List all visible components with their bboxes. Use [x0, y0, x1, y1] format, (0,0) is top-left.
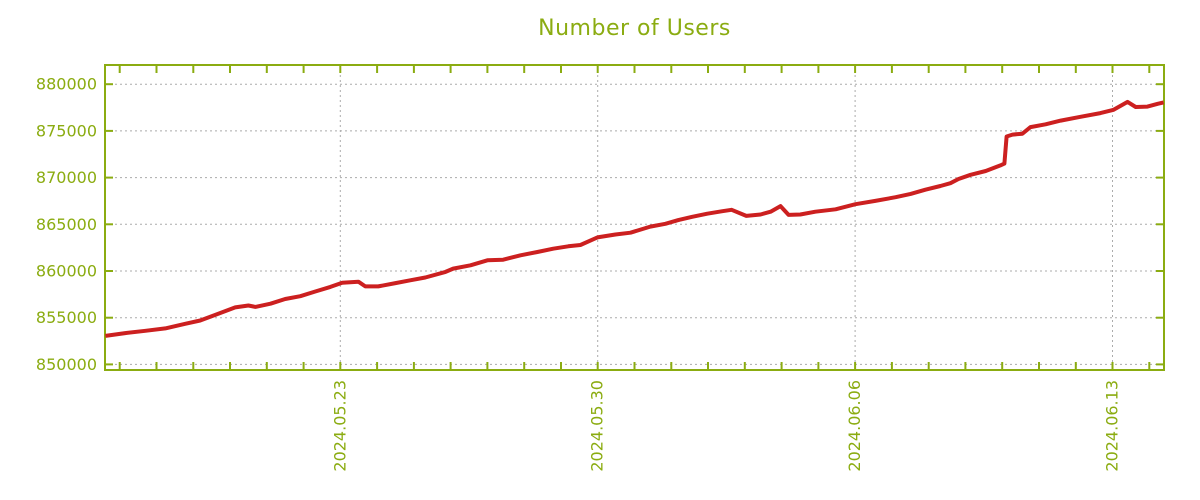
x-tick-label: 2024.06.06 [845, 380, 864, 472]
y-tick-label: 860000 [36, 262, 97, 281]
y-tick-label: 875000 [36, 121, 97, 140]
plot-frame [104, 64, 1165, 371]
x-tick-label: 2024.06.13 [1103, 380, 1122, 472]
chart-title: Number of Users [538, 16, 731, 41]
y-tick-label: 870000 [36, 168, 97, 187]
x-tick-label: 2024.05.30 [588, 380, 607, 472]
y-tick-label: 865000 [36, 215, 97, 234]
y-tick-label: 850000 [36, 355, 97, 374]
y-tick-label: 855000 [36, 308, 97, 327]
y-tick-label: 880000 [36, 75, 97, 94]
x-tick-label: 2024.05.23 [330, 380, 349, 472]
series-line-users [105, 99, 1165, 338]
